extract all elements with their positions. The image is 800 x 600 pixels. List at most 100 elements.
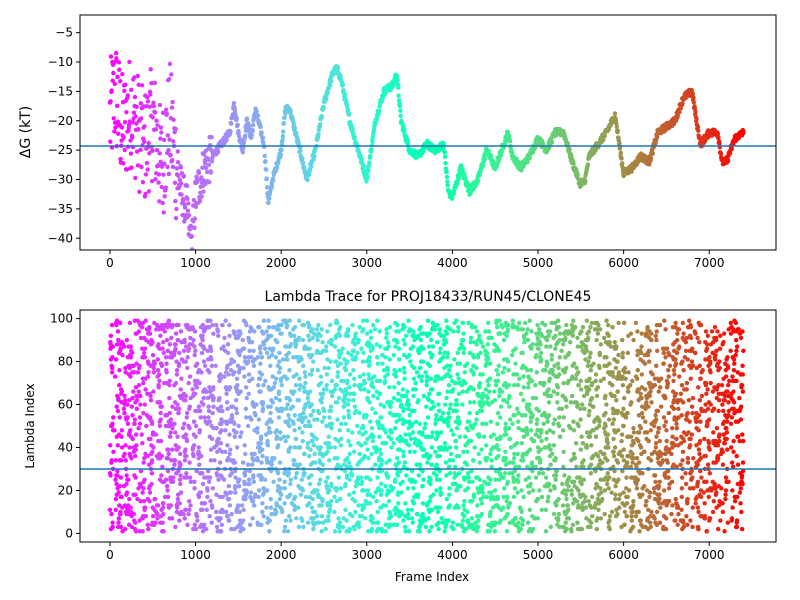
lambda-point: [435, 322, 440, 328]
lambda-point: [526, 385, 531, 390]
lambda-point: [417, 462, 423, 467]
dg-point: [124, 109, 129, 115]
lambda-point: [133, 453, 138, 459]
dg-point: [335, 66, 341, 71]
lambda-point: [302, 471, 307, 476]
lambda-point: [197, 380, 202, 386]
lambda-point: [276, 327, 281, 332]
lambda-point: [277, 460, 283, 465]
lambda-point: [153, 432, 159, 437]
lambda-point: [327, 415, 332, 420]
lambda-point: [456, 324, 461, 330]
lambda-point: [361, 327, 366, 332]
lambda-point: [465, 361, 470, 366]
lambda-point: [135, 496, 140, 502]
lambda-point: [166, 318, 172, 323]
lambda-point: [368, 335, 374, 341]
dg-point: [450, 195, 455, 201]
lambda-point: [454, 408, 459, 414]
lambda-point: [337, 529, 342, 534]
lambda-point: [338, 486, 344, 491]
lambda-point: [406, 516, 411, 521]
lambda-point: [406, 402, 412, 407]
lambda-point: [242, 374, 247, 379]
lambda-point: [498, 518, 503, 523]
lambda-point: [323, 526, 328, 532]
lambda-point: [411, 486, 416, 491]
lambda-point: [424, 374, 430, 379]
lambda-point: [419, 374, 425, 379]
lambda-point: [423, 421, 428, 427]
lambda-point: [447, 458, 452, 463]
lambda-point: [375, 526, 381, 532]
lambda-point: [553, 456, 558, 461]
dg-point: [280, 137, 285, 143]
lambda-point: [305, 520, 311, 525]
lambda-point: [406, 511, 411, 517]
dg-point: [162, 194, 167, 199]
lambda-point: [402, 342, 407, 347]
lambda-point: [385, 367, 390, 373]
dg-point: [170, 164, 176, 170]
lambda-point: [175, 402, 180, 407]
lambda-point: [311, 359, 316, 364]
lambda-point: [123, 443, 128, 448]
lambda-point: [181, 348, 187, 354]
dg-point: [694, 116, 699, 121]
lambda-point: [556, 365, 561, 371]
lambda-point: [555, 400, 560, 405]
lambda-point: [178, 490, 184, 495]
lambda-point: [170, 404, 175, 409]
lambda-point: [422, 425, 427, 431]
lambda-point: [466, 475, 471, 480]
lambda-point: [493, 382, 499, 388]
lambda-point: [243, 451, 248, 457]
lambda-point: [170, 479, 176, 485]
lambda-point: [309, 473, 314, 478]
dg-point: [201, 178, 206, 183]
lambda-point: [261, 331, 266, 336]
dg-point: [111, 116, 116, 121]
lambda-point: [387, 324, 393, 330]
lambda-point: [244, 395, 249, 401]
lambda-point: [480, 372, 485, 377]
lambda-point: [342, 468, 348, 474]
lambda-point: [228, 367, 234, 373]
lambda-point: [187, 374, 193, 379]
lambda-point: [344, 473, 350, 478]
lambda-point: [436, 520, 441, 525]
lambda-point: [300, 337, 306, 343]
lambda-point: [454, 398, 459, 403]
lambda-point: [219, 449, 225, 454]
lambda-point: [458, 483, 463, 489]
lambda-point: [176, 322, 181, 328]
lambda-point: [116, 490, 121, 495]
lambda-point: [392, 425, 398, 431]
lambda-point: [285, 434, 291, 439]
lambda-point: [348, 443, 353, 448]
lambda-point: [513, 346, 518, 351]
lambda-point: [192, 486, 197, 491]
dg-point: [654, 134, 660, 140]
dg-x-ticks: 0 1000 2000 3000 4000 5000 6000 7000: [106, 250, 724, 270]
lambda-point: [429, 445, 434, 450]
lambda-point: [553, 333, 558, 338]
dg-point: [328, 79, 334, 84]
lambda-point: [393, 344, 398, 349]
lambda-point: [114, 322, 119, 328]
lambda-point: [446, 410, 451, 416]
lambda-point: [228, 447, 233, 452]
lambda-point: [379, 488, 384, 493]
lambda-point: [114, 404, 119, 409]
lambda-point: [543, 475, 549, 480]
lambda-point: [150, 514, 156, 519]
lambda-point: [256, 488, 262, 493]
dg-point: [159, 130, 164, 135]
lambda-point: [386, 498, 392, 504]
dg-point: [207, 179, 212, 185]
dg-point: [203, 165, 209, 171]
lambda-point: [129, 456, 134, 461]
lambda-point: [141, 380, 146, 386]
dg-point: [602, 133, 607, 139]
lambda-point: [246, 372, 252, 377]
